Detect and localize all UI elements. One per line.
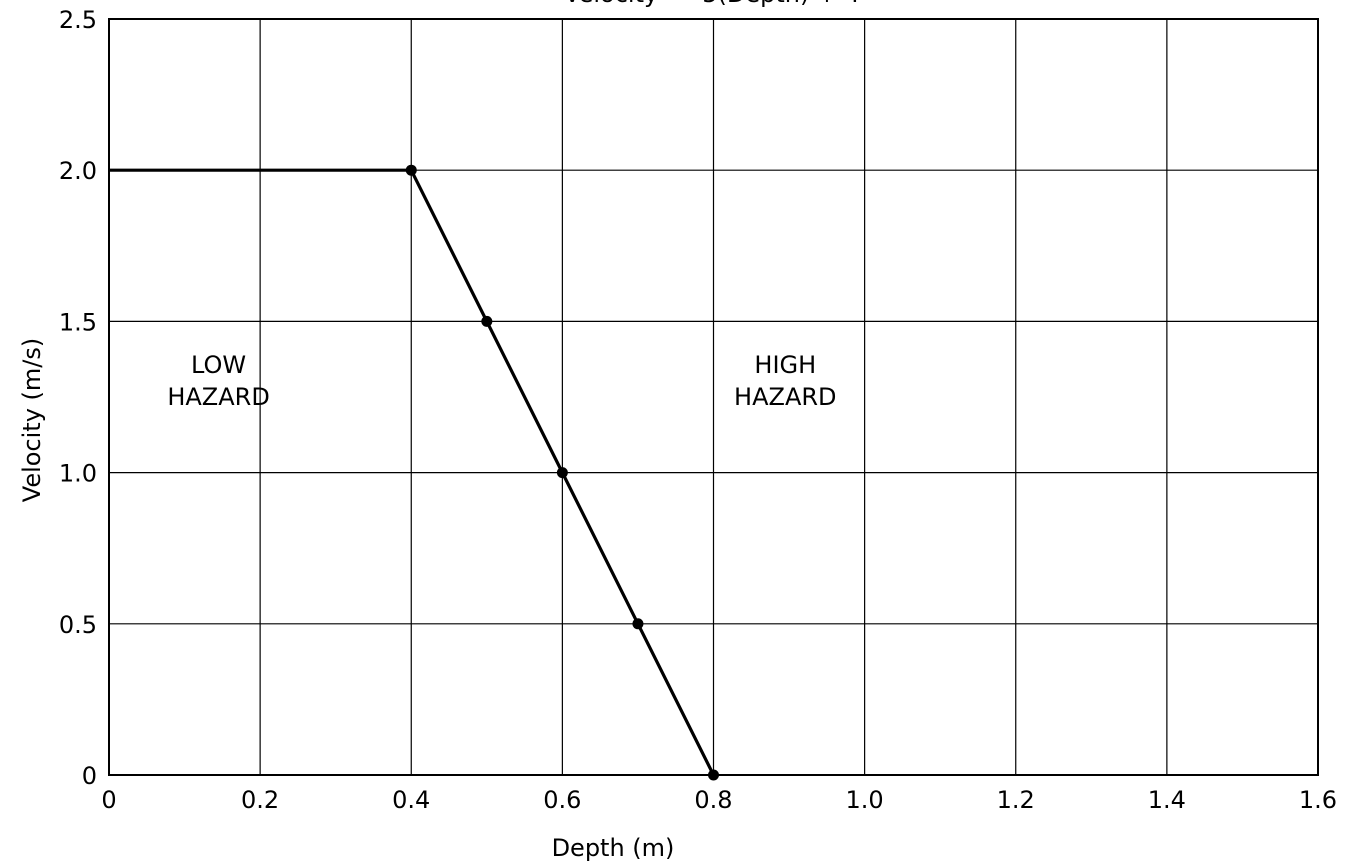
region-label-line: LOW — [191, 351, 246, 379]
series-group — [109, 164, 719, 781]
data-point — [556, 467, 568, 479]
y-tick-label: 1.5 — [59, 308, 97, 336]
region-label-line: HAZARD — [167, 383, 269, 411]
region-label: LOW HAZARD — [167, 351, 269, 411]
x-tick-label: 1.4 — [1148, 786, 1186, 814]
chart-title: Velocity = -5(Depth) + 4 — [564, 0, 860, 8]
x-tick-label: 0.2 — [241, 786, 279, 814]
x-tick-label: 0 — [101, 786, 116, 814]
x-tick-label: 1.0 — [846, 786, 884, 814]
x-tick-label: 0.4 — [392, 786, 430, 814]
y-tick-label: 1.0 — [59, 460, 97, 488]
x-axis-label: Depth (m) — [552, 834, 675, 862]
data-point — [405, 164, 417, 176]
series-line — [109, 168, 715, 776]
y-tick-label: 0 — [82, 762, 97, 790]
x-axis-ticks: 0 0.2 0.4 0.6 0.8 1.0 1.2 1.4 1.6 — [101, 786, 1337, 814]
region-label-line: HIGH — [754, 351, 816, 379]
region-label-line: HAZARD — [734, 383, 836, 411]
y-tick-label: 2.5 — [59, 6, 97, 34]
x-tick-label: 1.2 — [997, 786, 1035, 814]
y-axis-label: Velocity (m/s) — [18, 338, 46, 502]
x-tick-label: 0.6 — [543, 786, 581, 814]
y-tick-label: 2.0 — [59, 157, 97, 185]
y-axis-ticks: 0 0.5 1.0 1.5 2.0 2.5 — [59, 6, 97, 790]
grid-lines — [109, 19, 1318, 775]
region-label: HIGH HAZARD — [734, 351, 836, 411]
data-point — [632, 618, 644, 630]
region-labels: LOW HAZARD HIGH HAZARD — [167, 351, 836, 411]
x-tick-label: 0.8 — [694, 786, 732, 814]
x-tick-label: 1.6 — [1299, 786, 1337, 814]
data-point — [481, 315, 493, 327]
y-tick-label: 0.5 — [59, 611, 97, 639]
data-point — [708, 769, 719, 781]
